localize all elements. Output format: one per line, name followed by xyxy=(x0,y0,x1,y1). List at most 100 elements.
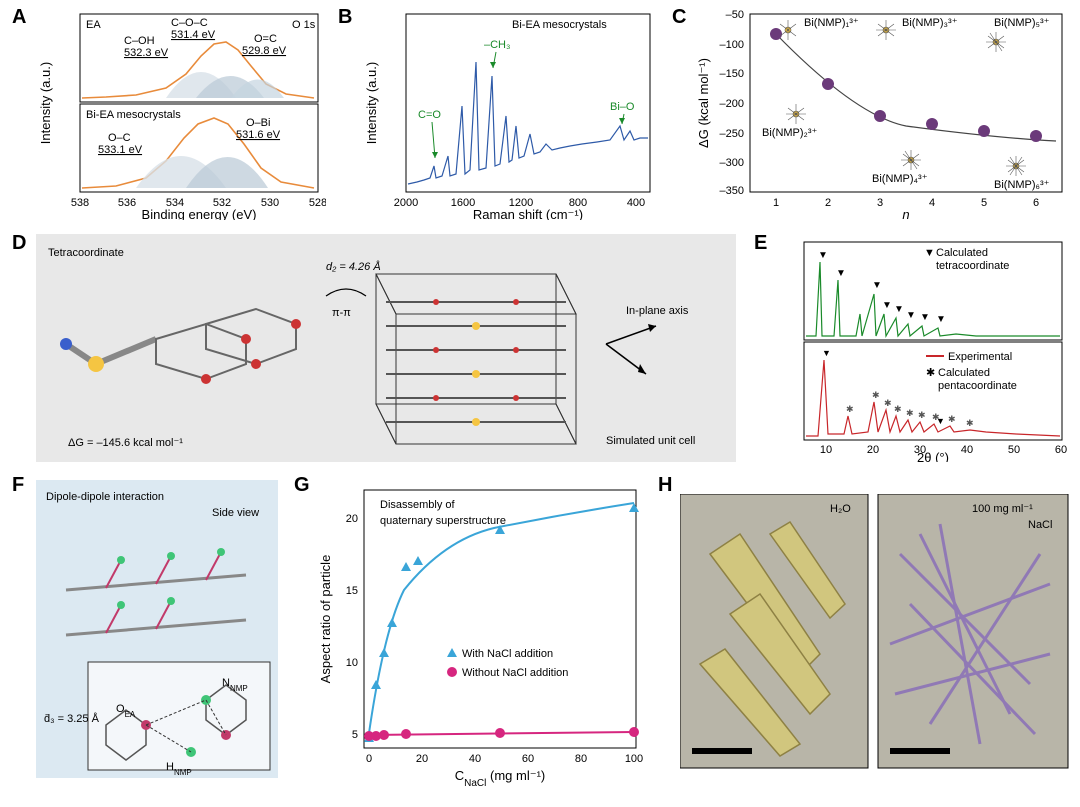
panel-d-svg: Tetracoordinate ΔG = –145.6 kcal mol⁻¹ d… xyxy=(36,234,736,462)
svg-text:Bi(NMP)₆³⁺: Bi(NMP)₆³⁺ xyxy=(994,179,1050,191)
svg-text:6: 6 xyxy=(1033,197,1039,209)
svg-text:Bi–O: Bi–O xyxy=(610,101,635,113)
svg-text:C–O–C: C–O–C xyxy=(171,17,208,29)
svg-text:533.1 eV: 533.1 eV xyxy=(98,144,143,156)
svg-text:n: n xyxy=(902,207,909,220)
svg-text:▼: ▼ xyxy=(906,310,916,321)
svg-text:ΔG = –145.6 kcal mol⁻¹: ΔG = –145.6 kcal mol⁻¹ xyxy=(68,437,183,449)
svg-text:In-plane axis: In-plane axis xyxy=(626,305,689,317)
svg-text:Calculated: Calculated xyxy=(936,247,988,259)
svg-text:Bi(NMP)₂³⁺: Bi(NMP)₂³⁺ xyxy=(762,127,817,139)
svg-text:530: 530 xyxy=(261,197,279,209)
svg-text:10: 10 xyxy=(820,444,832,456)
panel-e: ▼▼▼ ▼▼▼ ▼▼ ▼ Calculated tetracoordinate … xyxy=(776,234,1070,462)
svg-text:Without NaCl addition: Without NaCl addition xyxy=(462,667,568,679)
svg-text:✱: ✱ xyxy=(884,398,892,408)
svg-text:▼: ▼ xyxy=(936,314,946,325)
svg-text:20: 20 xyxy=(416,753,428,765)
svg-text:O–C: O–C xyxy=(108,132,131,144)
svg-text:80: 80 xyxy=(575,753,587,765)
svg-text:▼: ▼ xyxy=(836,268,846,279)
panel-g-svg: Disassembly of quaternary superstructure… xyxy=(314,480,644,786)
svg-text:✱: ✱ xyxy=(894,404,902,414)
svg-text:40: 40 xyxy=(469,753,481,765)
svg-text:5: 5 xyxy=(352,729,358,741)
svg-text:Side view: Side view xyxy=(212,507,259,519)
svg-text:10: 10 xyxy=(346,657,358,669)
svg-text:O 1s: O 1s xyxy=(292,19,316,31)
svg-text:Raman shift (cm⁻¹): Raman shift (cm⁻¹) xyxy=(473,207,583,220)
svg-text:536: 536 xyxy=(118,197,136,209)
panel-f-svg: Dipole-dipole interaction Side view OEA … xyxy=(36,480,278,778)
panel-h-svg: H₂O 100 mg ml⁻¹ NaCl xyxy=(680,494,1070,778)
svg-text:40: 40 xyxy=(961,444,973,456)
panel-h: H₂O 100 mg ml⁻¹ NaCl xyxy=(680,494,1070,778)
svg-text:▼: ▼ xyxy=(872,280,882,291)
svg-text:15: 15 xyxy=(346,585,358,597)
svg-text:Disassembly of: Disassembly of xyxy=(380,499,456,511)
svg-text:d̄₃ = 3.25 Å: d̄₃ = 3.25 Å xyxy=(44,712,100,725)
svg-text:▼: ▼ xyxy=(822,348,831,358)
svg-text:100 mg ml⁻¹: 100 mg ml⁻¹ xyxy=(972,503,1033,515)
svg-text:d₂ = 4.26 Å: d₂ = 4.26 Å xyxy=(326,260,381,273)
svg-text:▼: ▼ xyxy=(894,304,904,315)
svg-text:Simulated unit cell: Simulated unit cell xyxy=(606,435,695,447)
svg-text:400: 400 xyxy=(627,197,645,209)
svg-text:ΔG (kcal mol⁻¹): ΔG (kcal mol⁻¹) xyxy=(696,58,711,148)
panel-label-d: D xyxy=(12,232,26,255)
svg-text:Bi(NMP)₁³⁺: Bi(NMP)₁³⁺ xyxy=(804,17,859,29)
svg-text:–CH₃: –CH₃ xyxy=(484,39,511,51)
svg-text:20: 20 xyxy=(867,444,879,456)
svg-text:2: 2 xyxy=(825,197,831,209)
panel-label-b: B xyxy=(338,6,352,29)
svg-text:0: 0 xyxy=(366,753,372,765)
svg-text:1: 1 xyxy=(773,197,779,209)
panel-label-e: E xyxy=(754,232,767,255)
svg-text:tetracoordinate: tetracoordinate xyxy=(936,260,1009,272)
svg-text:✱: ✱ xyxy=(846,404,854,414)
svg-text:3: 3 xyxy=(877,197,883,209)
svg-text:O=C: O=C xyxy=(254,33,277,45)
svg-text:π-π: π-π xyxy=(332,307,351,319)
svg-text:4: 4 xyxy=(929,197,935,209)
panel-a-svg: EA O 1s C–O–C 531.4 eV C–OH 532.3 eV O=C… xyxy=(36,6,326,220)
svg-text:✱: ✱ xyxy=(948,414,956,424)
svg-text:EA: EA xyxy=(86,19,101,31)
svg-text:529.8 eV: 529.8 eV xyxy=(242,45,287,57)
svg-text:Binding energy (eV): Binding energy (eV) xyxy=(142,207,257,220)
panel-b-svg: Bi-EA mesocrystals C=O –CH₃ Bi–O 2000 16… xyxy=(362,6,658,220)
svg-text:60: 60 xyxy=(1055,444,1067,456)
svg-text:1600: 1600 xyxy=(451,197,475,209)
svg-text:CNaCl (mg ml⁻¹): CNaCl (mg ml⁻¹) xyxy=(455,768,545,786)
svg-text:quaternary superstructure: quaternary superstructure xyxy=(380,515,506,527)
svg-text:C=O: C=O xyxy=(418,109,441,121)
svg-text:▼: ▼ xyxy=(818,250,828,261)
svg-text:531.4 eV: 531.4 eV xyxy=(171,29,216,41)
svg-text:▼: ▼ xyxy=(920,312,930,323)
svg-text:Aspect ratio of particle: Aspect ratio of particle xyxy=(318,555,333,684)
svg-text:▼: ▼ xyxy=(936,416,945,426)
svg-text:532.3 eV: 532.3 eV xyxy=(124,47,169,59)
svg-text:–50: –50 xyxy=(726,9,744,21)
svg-text:Bi(NMP)₄³⁺: Bi(NMP)₄³⁺ xyxy=(872,173,928,185)
panel-b: Bi-EA mesocrystals C=O –CH₃ Bi–O 2000 16… xyxy=(362,6,658,220)
svg-text:With NaCl addition: With NaCl addition xyxy=(462,648,553,660)
svg-text:O–Bi: O–Bi xyxy=(246,117,270,129)
panel-g: Disassembly of quaternary superstructure… xyxy=(314,480,644,786)
svg-text:✱: ✱ xyxy=(906,408,914,418)
panel-label-g: G xyxy=(294,474,310,497)
svg-text:Dipole-dipole interaction: Dipole-dipole interaction xyxy=(46,491,164,503)
svg-text:Intensity (a.u.): Intensity (a.u.) xyxy=(364,62,379,144)
panel-label-c: C xyxy=(672,6,686,29)
svg-text:▼: ▼ xyxy=(924,247,935,259)
svg-text:✱: ✱ xyxy=(926,367,935,379)
panel-a: EA O 1s C–O–C 531.4 eV C–OH 532.3 eV O=C… xyxy=(36,6,326,220)
svg-text:Intensity (a.u.): Intensity (a.u.) xyxy=(38,62,53,144)
panel-c-svg: Bi(NMP)₁³⁺ Bi(NMP)₂³⁺ Bi(NMP)₃³⁺ Bi(NMP)… xyxy=(696,6,1070,220)
svg-text:NaCl: NaCl xyxy=(1028,519,1052,531)
panel-label-f: F xyxy=(12,474,24,497)
svg-text:528: 528 xyxy=(309,197,326,209)
svg-text:–100: –100 xyxy=(720,39,744,51)
panel-d: Tetracoordinate ΔG = –145.6 kcal mol⁻¹ d… xyxy=(36,234,736,462)
svg-text:✱: ✱ xyxy=(966,418,974,428)
